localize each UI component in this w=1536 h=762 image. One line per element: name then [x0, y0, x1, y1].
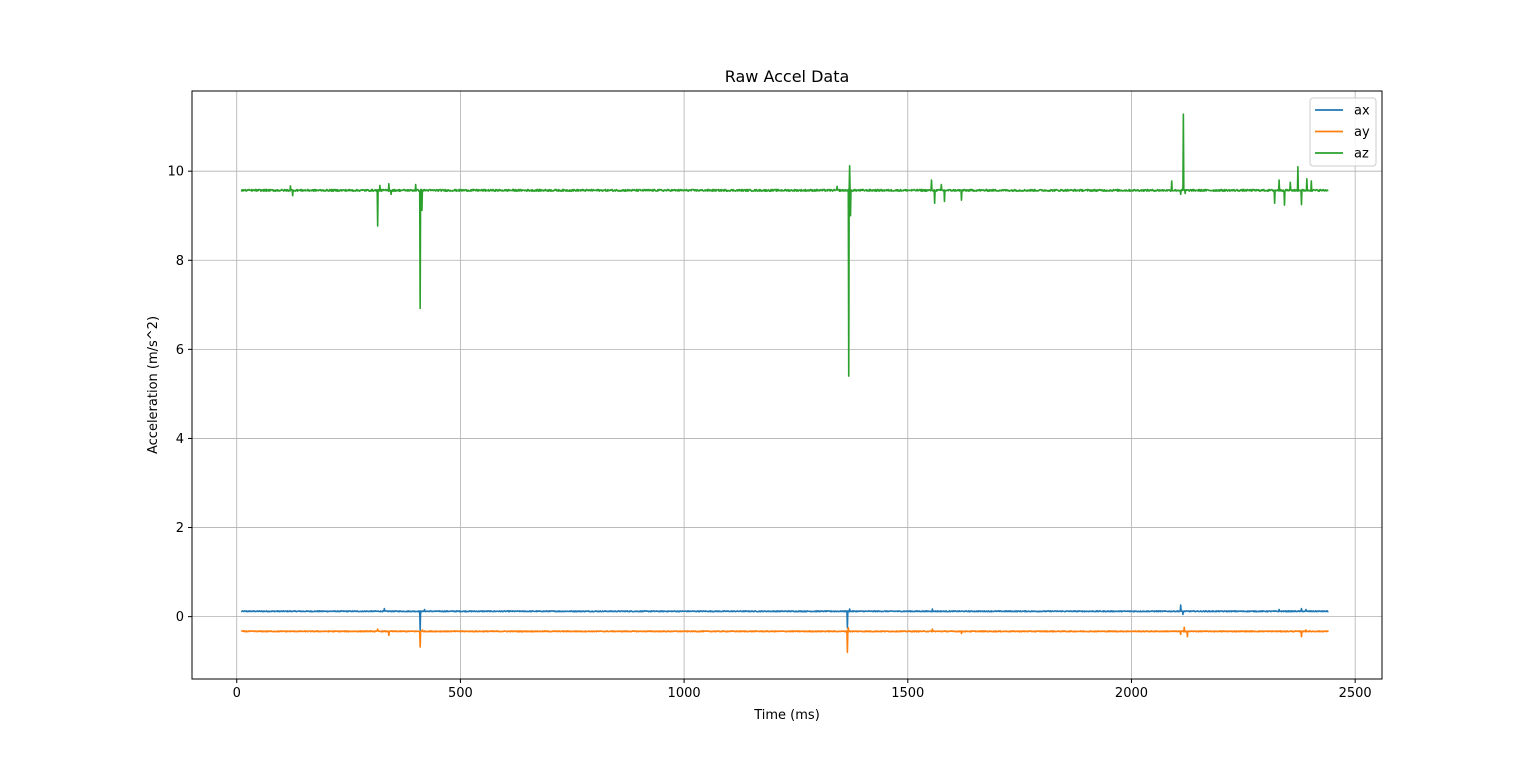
y-tick-label: 10 — [167, 165, 184, 180]
ticks: 0 500 1000 1500 2000 2500 0 2 4 6 8 10 — [167, 165, 1371, 701]
x-tick-label: 0 — [233, 686, 241, 701]
legend-label-az: az — [1354, 147, 1369, 162]
x-tick-label: 2000 — [1115, 686, 1148, 701]
series-line-ay — [240, 626, 1329, 654]
y-tick-label: 0 — [176, 610, 184, 625]
x-tick-label: 1500 — [891, 686, 924, 701]
grid — [192, 91, 1382, 679]
y-tick-label: 2 — [176, 521, 184, 536]
y-tick-label: 8 — [176, 254, 184, 269]
legend-label-ay: ay — [1354, 125, 1370, 140]
legend-label-ax: ax — [1354, 104, 1370, 119]
series-line-ax — [240, 604, 1329, 631]
series-line-az — [240, 113, 1329, 377]
x-axis-label: Time (ms) — [753, 708, 820, 723]
legend: ax ay az — [1309, 97, 1377, 167]
series-lines — [240, 113, 1329, 654]
y-tick-label: 4 — [176, 432, 184, 447]
x-tick-label: 1000 — [668, 686, 701, 701]
y-axis-label: Acceleration (m/s^2) — [146, 316, 161, 454]
x-tick-label: 500 — [448, 686, 473, 701]
y-tick-label: 6 — [176, 343, 184, 358]
plot-frame — [191, 90, 1383, 680]
chart-title: Raw Accel Data — [725, 67, 850, 86]
x-tick-label: 2500 — [1339, 686, 1372, 701]
